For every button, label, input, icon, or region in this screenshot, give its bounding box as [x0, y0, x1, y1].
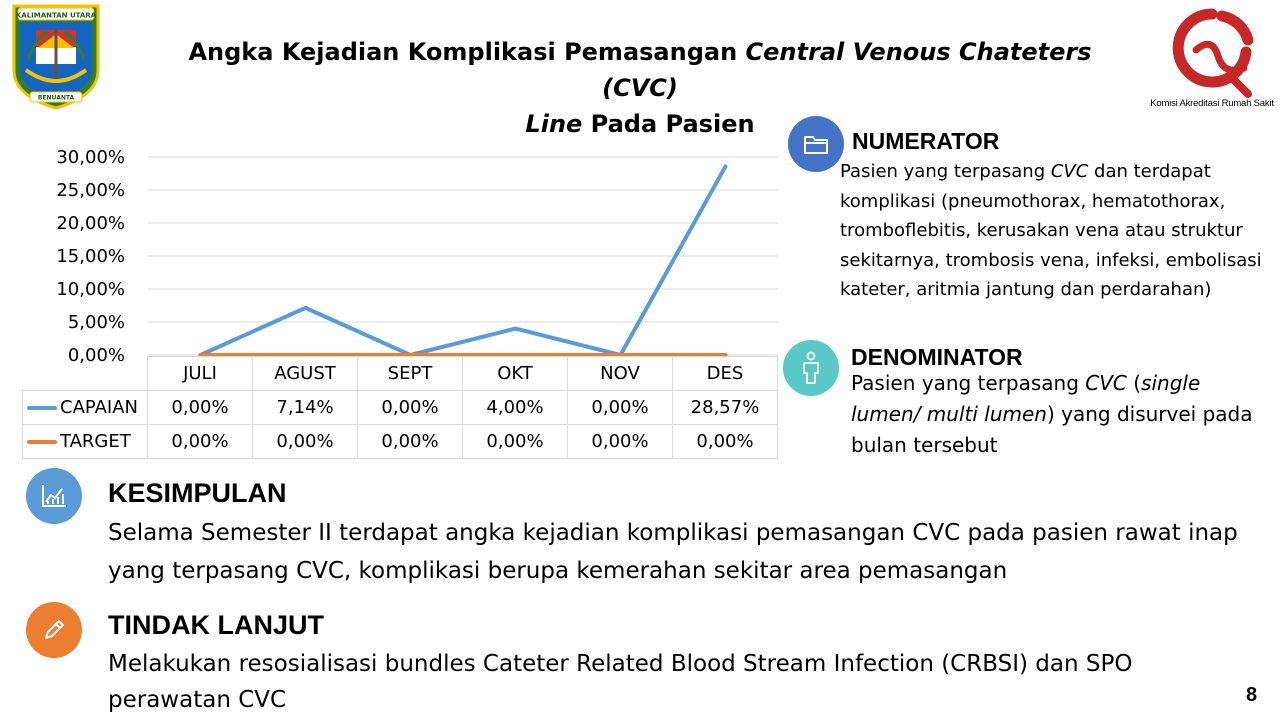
title-part2: Central Venous Chateters (CVC)	[602, 38, 1092, 102]
slide-title: Angka Kejadian Komplikasi Pemasangan Cen…	[150, 34, 1130, 142]
kars-logo-text: Komisi Akreditasi Rumah Sakit	[1150, 98, 1274, 109]
person-icon	[783, 340, 839, 396]
category-label: DES	[672, 356, 778, 391]
tindak-lanjut-title: TINDAK LANJUT	[108, 610, 324, 640]
numerator-text-italic: CVC	[1050, 161, 1089, 182]
data-label: 0,00%	[357, 390, 463, 425]
data-label: 0,00%	[567, 424, 673, 459]
series-name: CAPAIAN	[60, 397, 138, 418]
numerator-text-2: dan terdapat komplikasi (pneumothorax, h…	[840, 161, 1262, 300]
category-label: OKT	[462, 356, 568, 391]
y-tick-label: 25,00%	[56, 180, 125, 201]
emblem-bottom-text: BENUANTA	[38, 95, 75, 102]
title-part4: Pada Pasien	[582, 110, 755, 138]
title-part3: Line	[525, 110, 583, 138]
emblem-top-text: KALIMANTAN UTARA	[16, 12, 97, 20]
series-line-capaian	[198, 164, 728, 357]
data-label: 0,00%	[567, 390, 673, 425]
denominator-text-italic-2: single lumen/ multi lumen	[851, 371, 1201, 426]
table-row-target: TARGET 0,00% 0,00% 0,00% 0,00% 0,00% 0,0…	[22, 424, 778, 459]
category-label: JULI	[147, 356, 253, 391]
data-label: 0,00%	[147, 424, 253, 459]
denominator-text-2: (	[1126, 371, 1142, 395]
denominator-title: DENOMINATOR	[851, 344, 1023, 370]
legend-capaian: CAPAIAN	[22, 390, 148, 425]
data-label: 0,00%	[672, 424, 778, 459]
folder-icon	[788, 116, 844, 172]
pencil-icon	[26, 602, 82, 658]
table-corner	[22, 356, 148, 391]
denominator-text-3: ) yang disurvei pada bulan tersebut	[851, 402, 1253, 457]
table-row-capaian: CAPAIAN 0,00% 7,14% 0,00% 4,00% 0,00% 28…	[22, 390, 778, 425]
data-label: 0,00%	[357, 424, 463, 459]
capaian-legend-swatch	[27, 406, 57, 410]
title-part1: Angka Kejadian Komplikasi Pemasangan	[188, 38, 746, 66]
y-tick-label: 10,00%	[56, 279, 125, 300]
chart-data-table: JULI AGUST SEPT OKT NOV DES CAPAIAN 0,00…	[22, 356, 778, 459]
series-name: TARGET	[60, 431, 131, 452]
y-tick-label: 15,00%	[56, 246, 125, 267]
province-emblem-logo: KALIMANTAN UTARA BENUANTA	[8, 0, 104, 112]
y-tick-label: 20,00%	[56, 213, 125, 234]
numerator-text: Pasien yang terpasang CVC dan terdapat k…	[840, 157, 1270, 305]
denominator-text: Pasien yang terpasang CVC (single lumen/…	[851, 368, 1271, 461]
y-tick-label: 5,00%	[68, 312, 125, 333]
data-label: 0,00%	[147, 390, 253, 425]
line-chart: 0,00%5,00%10,00%15,00%20,00%25,00%30,00%	[56, 147, 778, 365]
data-label: 0,00%	[462, 424, 568, 459]
page-number: 8	[1246, 684, 1258, 706]
denominator-text-italic-1: CVC	[1085, 371, 1127, 395]
numerator-text-1: Pasien yang terpasang	[840, 161, 1051, 182]
category-label: SEPT	[357, 356, 463, 391]
y-tick-label: 30,00%	[56, 147, 125, 168]
data-label: 4,00%	[462, 390, 568, 425]
kesimpulan-title: KESIMPULAN	[108, 478, 287, 508]
chart-icon	[26, 468, 82, 524]
data-label: 7,14%	[252, 390, 358, 425]
category-label: AGUST	[252, 356, 358, 391]
kesimpulan-text: Selama Semester II terdapat angka kejadi…	[108, 520, 1238, 584]
target-legend-swatch	[27, 440, 57, 444]
tindak-lanjut-text: Melakukan resosialisasi bundles Cateter …	[108, 651, 1133, 713]
data-label: 0,00%	[252, 424, 358, 459]
kars-logo: Komisi Akreditasi Rumah Sakit	[1148, 6, 1276, 116]
category-label: NOV	[567, 356, 673, 391]
legend-target: TARGET	[22, 424, 148, 459]
table-header-row: JULI AGUST SEPT OKT NOV DES	[22, 356, 778, 391]
denominator-text-1: Pasien yang terpasang	[851, 371, 1086, 395]
data-label: 28,57%	[672, 390, 778, 425]
numerator-title: NUMERATOR	[852, 128, 1000, 154]
